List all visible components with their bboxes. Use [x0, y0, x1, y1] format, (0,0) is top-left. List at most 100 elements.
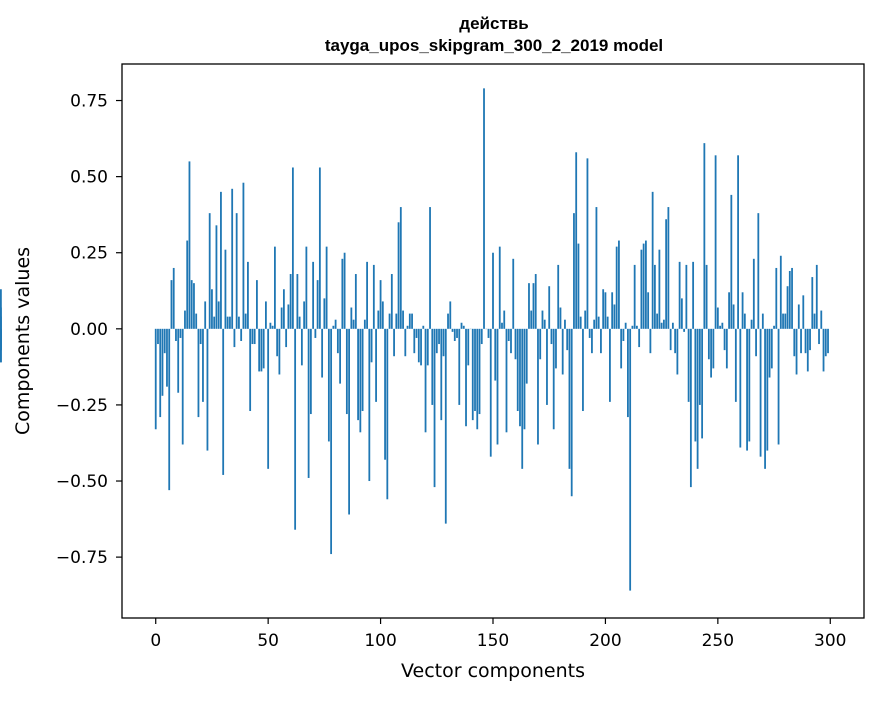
- bar: [191, 280, 193, 329]
- bar: [270, 323, 272, 329]
- bar: [672, 323, 674, 329]
- bar: [508, 329, 510, 341]
- bar: [611, 292, 613, 329]
- bar: [454, 329, 456, 341]
- bar: [213, 317, 215, 329]
- bar: [701, 329, 703, 439]
- bar: [332, 326, 334, 329]
- bar: [690, 329, 692, 487]
- bar: [209, 213, 211, 329]
- bar: [258, 329, 260, 372]
- bar: [355, 274, 357, 329]
- bar: [344, 253, 346, 329]
- bar: [234, 329, 236, 347]
- bar: [362, 329, 364, 411]
- bar: [681, 298, 683, 328]
- bar: [575, 152, 577, 329]
- bar: [422, 326, 424, 329]
- bar: [265, 301, 267, 328]
- bar: [685, 265, 687, 329]
- bar: [805, 329, 807, 353]
- bar: [789, 271, 791, 329]
- bar: [645, 241, 647, 329]
- bar: [330, 329, 332, 554]
- bar: [658, 250, 660, 329]
- bar: [526, 329, 528, 384]
- bar: [384, 329, 386, 460]
- bar: [375, 329, 377, 402]
- x-tick-label: 250: [702, 631, 734, 651]
- bar: [400, 207, 402, 329]
- bar: [218, 301, 220, 328]
- bar: [425, 329, 427, 432]
- bar: [584, 311, 586, 329]
- bar: [449, 301, 451, 328]
- bar: [200, 329, 202, 344]
- y-tick-label: 0.00: [70, 320, 108, 340]
- bar: [717, 308, 719, 329]
- bar: [193, 283, 195, 329]
- bar: [326, 247, 328, 329]
- bar: [636, 326, 638, 329]
- bar: [724, 329, 726, 350]
- bar: [186, 241, 188, 329]
- bar: [719, 326, 721, 329]
- bar: [564, 320, 566, 329]
- bar: [820, 311, 822, 329]
- bar: [474, 329, 476, 411]
- chart-subtitle: tayga_upos_skipgram_300_2_2019 model: [325, 36, 663, 55]
- bar: [389, 314, 391, 329]
- bar: [377, 311, 379, 329]
- bar: [236, 213, 238, 329]
- bar: [524, 329, 526, 429]
- bar: [661, 323, 663, 329]
- bar: [0, 317, 2, 329]
- bar: [766, 329, 768, 451]
- bar: [492, 253, 494, 329]
- bar: [528, 283, 530, 329]
- bar: [431, 329, 433, 405]
- bar: [436, 329, 438, 353]
- bar: [728, 292, 730, 329]
- bar: [809, 329, 811, 350]
- bar: [596, 207, 598, 329]
- bar: [629, 329, 631, 591]
- bar: [404, 329, 406, 356]
- bar: [551, 329, 553, 344]
- bar: [796, 329, 798, 375]
- bar: [746, 329, 748, 451]
- bar: [679, 262, 681, 329]
- bar: [703, 143, 705, 329]
- x-axis-label: Vector components: [401, 660, 585, 682]
- bar: [247, 262, 249, 329]
- bar: [346, 329, 348, 414]
- bar: [512, 259, 514, 329]
- bar: [488, 329, 490, 338]
- bar: [252, 329, 254, 344]
- bar: [784, 314, 786, 329]
- bar: [418, 329, 420, 362]
- bar: [463, 326, 465, 329]
- bar: [605, 292, 607, 329]
- bar: [721, 323, 723, 329]
- bar: [249, 329, 251, 411]
- bar: [227, 317, 229, 329]
- bar: [708, 329, 710, 359]
- bar: [827, 329, 829, 353]
- x-tick-label: 100: [364, 631, 396, 651]
- y-tick-label: −0.75: [56, 548, 108, 568]
- bar: [220, 192, 222, 329]
- bar: [609, 329, 611, 402]
- bar: [562, 329, 564, 375]
- bar: [539, 329, 541, 359]
- bar: [638, 329, 640, 347]
- bar: [317, 280, 319, 329]
- bar: [238, 317, 240, 329]
- bar: [368, 329, 370, 481]
- bar: [162, 329, 164, 396]
- bar: [398, 222, 400, 329]
- x-tick-label: 300: [814, 631, 846, 651]
- bar: [287, 304, 289, 328]
- bar: [490, 329, 492, 457]
- bar: [310, 329, 312, 414]
